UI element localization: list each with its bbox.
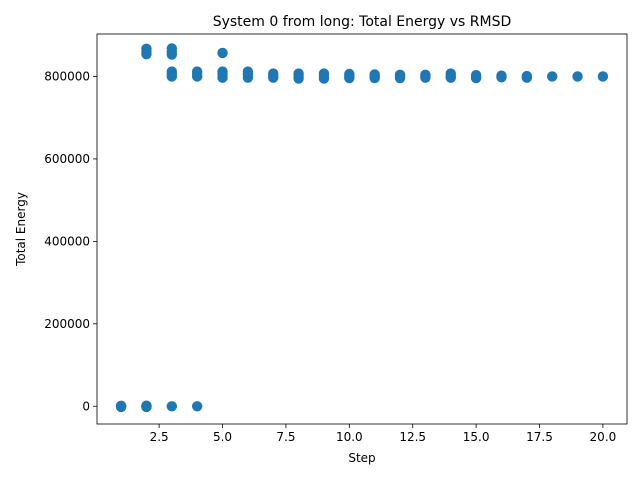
data-point: [496, 72, 507, 83]
y-axis-label: Total Energy: [14, 192, 28, 267]
x-tick-label: 15.0: [463, 430, 490, 444]
x-tick-label: 5.0: [213, 430, 232, 444]
data-point: [217, 47, 228, 59]
x-axis-label: Step: [348, 451, 375, 465]
plot-frame: [96, 33, 628, 425]
y-tick-label: 600000: [44, 152, 90, 166]
data-point: [546, 71, 558, 82]
y-tick-label: 200000: [44, 317, 90, 331]
data-point: [166, 71, 178, 82]
data-point: [141, 401, 152, 412]
y-tick-label: 800000: [44, 69, 90, 83]
x-tick-label: 12.5: [399, 430, 426, 444]
y-axis-ticks: 0 200000 400000 600000 800000: [44, 69, 97, 413]
y-tick-label: 400000: [44, 234, 90, 248]
x-tick-label: 17.5: [526, 430, 553, 444]
data-point: [521, 72, 533, 83]
x-tick-label: 10.0: [336, 430, 363, 444]
data-point: [394, 72, 406, 84]
data-point: [191, 401, 203, 412]
data-point: [166, 401, 178, 412]
data-point: [318, 73, 330, 84]
data-point: [141, 49, 152, 60]
data-point: [420, 72, 431, 83]
x-tick-label: 7.5: [276, 430, 295, 444]
x-axis-ticks: 2.5 5.0 7.5 10.0 12.5 15.0 17.5 20.0: [150, 424, 617, 444]
data-point: [344, 72, 355, 84]
chart-title: System 0 from long: Total Energy vs RMSD: [213, 14, 512, 30]
x-tick-label: 20.0: [590, 430, 617, 444]
data-point: [191, 71, 203, 82]
data-point: [217, 72, 228, 83]
data-point: [369, 72, 380, 84]
y-tick-label: 0: [82, 399, 90, 413]
data-points: [115, 43, 609, 413]
x-tick-label: 2.5: [150, 430, 169, 444]
data-point: [268, 72, 279, 83]
plot-area: [97, 34, 627, 424]
data-point: [470, 72, 482, 84]
data-point: [115, 400, 127, 411]
data-point: [293, 73, 304, 84]
data-point: [242, 72, 254, 83]
data-point: [445, 72, 456, 83]
data-point: [597, 71, 609, 82]
data-point: [572, 71, 583, 82]
data-point: [166, 49, 178, 60]
